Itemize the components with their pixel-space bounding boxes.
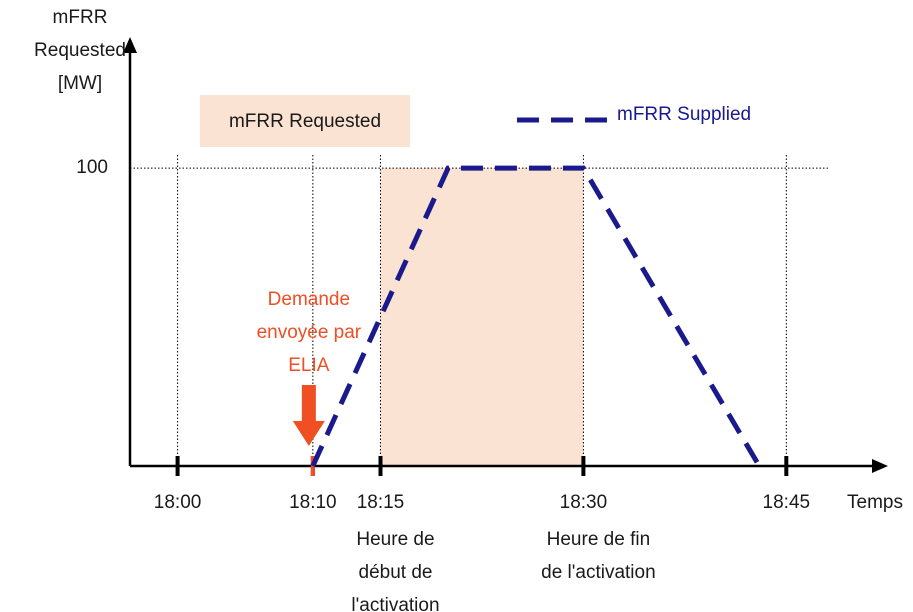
x-axis-arrow [872,459,888,473]
annotation-text: envoyée par [257,322,362,343]
x-tick-label: 18:00 [154,492,202,513]
x-tick-label: 18:30 [560,492,608,513]
legend-label: mFRR Requested [229,111,381,132]
x-tick-label: 18:10 [289,492,337,513]
y-axis-label: [MW] [58,73,102,94]
annotation-text: Heure de fin [547,529,651,550]
x-axis-label: Temps [847,492,903,513]
y-axis-arrow [123,37,137,53]
supplied-line [310,165,762,468]
annotation-text: début de [359,562,433,583]
x-tick-label: 18:45 [763,492,811,513]
requested-band [380,168,584,466]
annotation-text: de l'activation [541,562,656,583]
annotation-text: ELIA [288,355,330,376]
y-tick-label: 100 [76,157,108,178]
y-axis-label: Requested [34,40,126,61]
legend-label: mFRR Supplied [617,104,751,125]
annotation-arrow-shaft [301,385,316,423]
annotation-text: Demande [268,289,350,310]
x-tick-label: 18:15 [357,492,405,513]
annotation-arrow-head [292,421,325,446]
annotation-text: l'activation [351,595,439,612]
annotation-text: Heure de [356,529,434,550]
y-axis-label: mFRR [53,7,108,28]
legend-band [200,95,410,147]
